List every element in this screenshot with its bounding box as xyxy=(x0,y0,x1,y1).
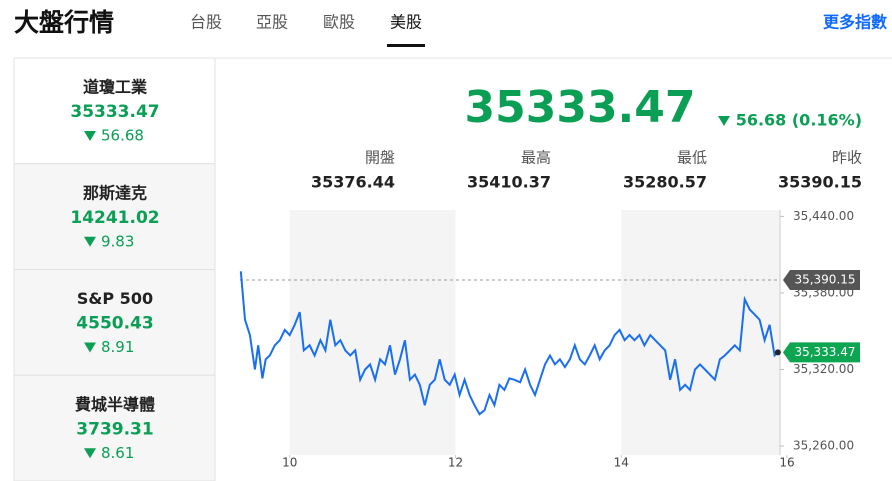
down-arrow xyxy=(84,236,96,247)
stat-label: 開盤 xyxy=(365,149,395,167)
y-tick-label: 35,320.00 xyxy=(793,362,854,376)
price-tag-label: 35,333.47 xyxy=(794,345,855,359)
down-arrow xyxy=(718,116,730,126)
price: 35333.47 xyxy=(464,82,695,133)
stat-value: 35390.15 xyxy=(778,173,862,192)
tab[interactable]: 歐股 xyxy=(323,13,355,32)
index-name: 費城半導體 xyxy=(75,395,155,414)
index-change: 8.61 xyxy=(101,444,134,462)
index-change: 56.68 xyxy=(101,127,144,145)
price-tag xyxy=(783,269,860,290)
tab[interactable]: 美股 xyxy=(390,13,422,32)
last-point xyxy=(774,349,781,356)
index-name: 那斯達克 xyxy=(83,183,147,202)
stat-label: 昨收 xyxy=(832,149,862,167)
index-value: 3739.31 xyxy=(76,419,153,439)
price-tag-label: 35,390.15 xyxy=(794,272,855,286)
index-value: 4550.43 xyxy=(76,314,153,334)
y-tick-label: 35,440.00 xyxy=(793,209,854,223)
stat-value: 35410.37 xyxy=(467,173,551,192)
index-change: 9.83 xyxy=(101,232,134,250)
index-name: S&P 500 xyxy=(77,289,153,308)
x-tick-label: 16 xyxy=(779,456,794,470)
stat-label: 最高 xyxy=(521,149,551,167)
x-tick-label: 14 xyxy=(614,456,629,470)
price-change: 56.68 (0.16%) xyxy=(736,111,862,130)
y-tick-label: 35,260.00 xyxy=(793,439,854,453)
time-band xyxy=(621,210,780,455)
more-link[interactable]: 更多指數 xyxy=(823,13,887,32)
stat-label: 最低 xyxy=(677,149,707,167)
time-band xyxy=(289,210,456,455)
sidebar-item[interactable] xyxy=(13,374,216,481)
sidebar-item[interactable] xyxy=(13,269,216,376)
index-value: 35333.47 xyxy=(70,102,159,122)
index-value: 14241.02 xyxy=(70,208,159,228)
down-arrow xyxy=(84,448,96,459)
price-line xyxy=(239,271,779,416)
stat-value: 35376.44 xyxy=(311,173,395,192)
down-arrow xyxy=(84,342,96,353)
tab[interactable]: 亞股 xyxy=(256,13,288,32)
stat-value: 35280.57 xyxy=(623,173,707,192)
index-change: 8.91 xyxy=(101,338,134,356)
x-tick-label: 12 xyxy=(448,456,463,470)
sidebar-item[interactable] xyxy=(13,163,216,270)
index-name: 道瓊工業 xyxy=(83,78,148,97)
tab-underline xyxy=(387,44,425,47)
x-tick-label: 10 xyxy=(282,456,297,470)
down-arrow xyxy=(84,131,96,141)
tab[interactable]: 台股 xyxy=(190,13,222,32)
page-title: 大盤行情 xyxy=(14,8,114,37)
price-tag xyxy=(783,342,860,363)
